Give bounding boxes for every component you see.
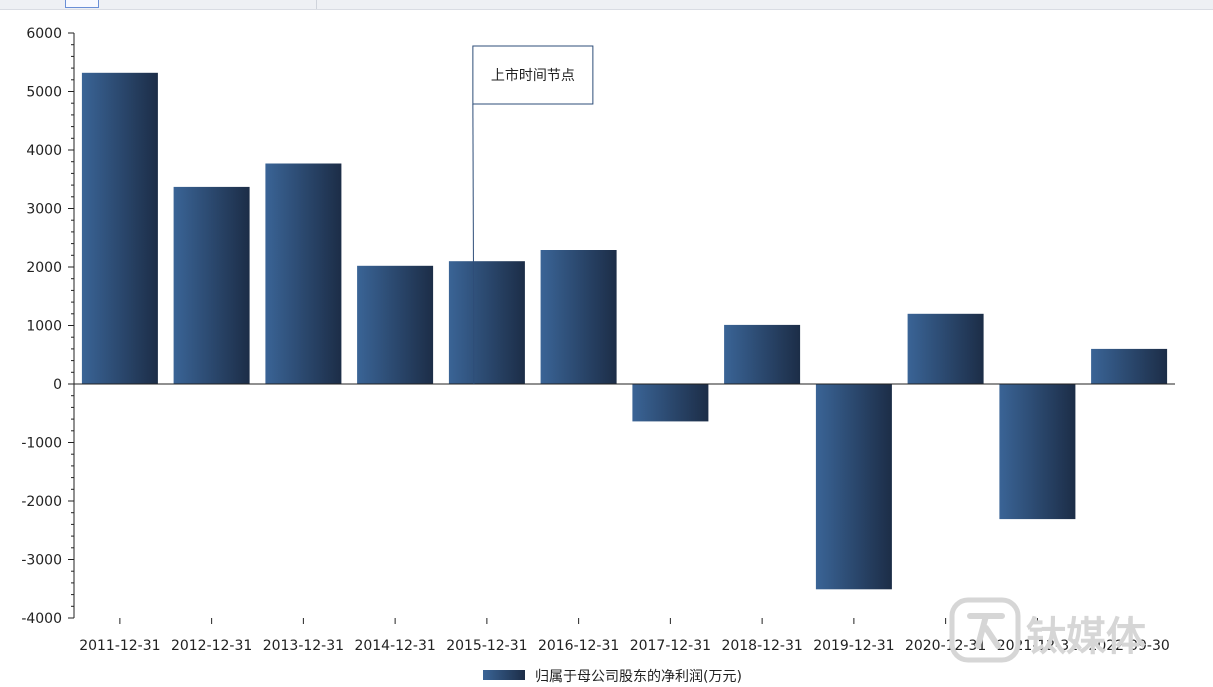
y-tick-label: 4000 — [26, 143, 62, 159]
legend-swatch[interactable] — [483, 670, 525, 680]
bar-2015-12-31[interactable] — [448, 261, 525, 384]
y-tick-label: -4000 — [21, 611, 62, 627]
x-tick-label: 2019-12-31 — [813, 638, 894, 654]
bars — [81, 72, 1168, 590]
y-tick-label: 1000 — [26, 319, 62, 335]
bar-2012-12-31[interactable] — [173, 186, 250, 384]
y-tick-label: 3000 — [26, 202, 62, 218]
x-tick-label: 2016-12-31 — [538, 638, 619, 654]
bar-2013-12-31[interactable] — [265, 163, 342, 385]
x-tick-label: 2011-12-31 — [79, 638, 160, 654]
annotation-leader-line — [472, 103, 475, 385]
x-tick-label: 2017-12-31 — [630, 638, 711, 654]
y-tick-label: 5000 — [26, 85, 62, 101]
x-tick-label: 2015-12-31 — [446, 638, 527, 654]
bar-2014-12-31[interactable] — [357, 265, 434, 384]
bar-2018-12-31[interactable] — [724, 324, 801, 384]
x-tick-label: 2020-12-31 — [905, 638, 986, 654]
bar-2020-12-31[interactable] — [907, 313, 984, 384]
x-tick-label: 2018-12-31 — [721, 638, 802, 654]
browser-top-strip — [0, 0, 1213, 10]
tab-separator — [316, 0, 317, 9]
watermark-logo-icon — [949, 597, 1021, 663]
y-axis: 6000 5000 4000 3000 2000 1000 0 -1000 -2000 -3000… — [21, 26, 75, 627]
x-tick-label: 2013-12-31 — [263, 638, 344, 654]
x-tick-label: 2014-12-31 — [354, 638, 435, 654]
bar-2019-12-31[interactable] — [815, 384, 892, 590]
annotation-box — [472, 45, 594, 105]
bar-2017-12-31[interactable] — [632, 384, 709, 422]
legend-label[interactable]: 归属于母公司股东的净利润(万元) — [535, 668, 742, 685]
watermark-logo-glyph — [967, 613, 1005, 649]
y-tick-label: 6000 — [26, 26, 62, 42]
y-tick-label: 0 — [53, 377, 62, 393]
bar-2016-12-31[interactable] — [540, 250, 617, 384]
bar-2022-09-30[interactable] — [1091, 348, 1168, 384]
annotation-text: 上市时间节点 — [491, 67, 575, 84]
y-tick-label: -3000 — [21, 553, 62, 569]
active-tab-marker[interactable] — [65, 0, 99, 8]
y-tick-label: -1000 — [21, 436, 62, 452]
ipo-annotation: 上市时间节点 — [472, 45, 594, 385]
y-tick-label: 2000 — [26, 260, 62, 276]
bar-2021-12-31[interactable] — [999, 384, 1076, 520]
legend[interactable]: 归属于母公司股东的净利润(万元) — [483, 668, 742, 685]
watermark-text: 钛媒体 — [1026, 614, 1146, 660]
watermark: 钛媒体 — [949, 597, 1146, 663]
x-tick-label: 2012-12-31 — [171, 638, 252, 654]
x-tick-label: 2022-09-30 — [1088, 638, 1169, 654]
bar-2011-12-31[interactable] — [81, 72, 158, 385]
y-tick-label: -2000 — [21, 494, 62, 510]
